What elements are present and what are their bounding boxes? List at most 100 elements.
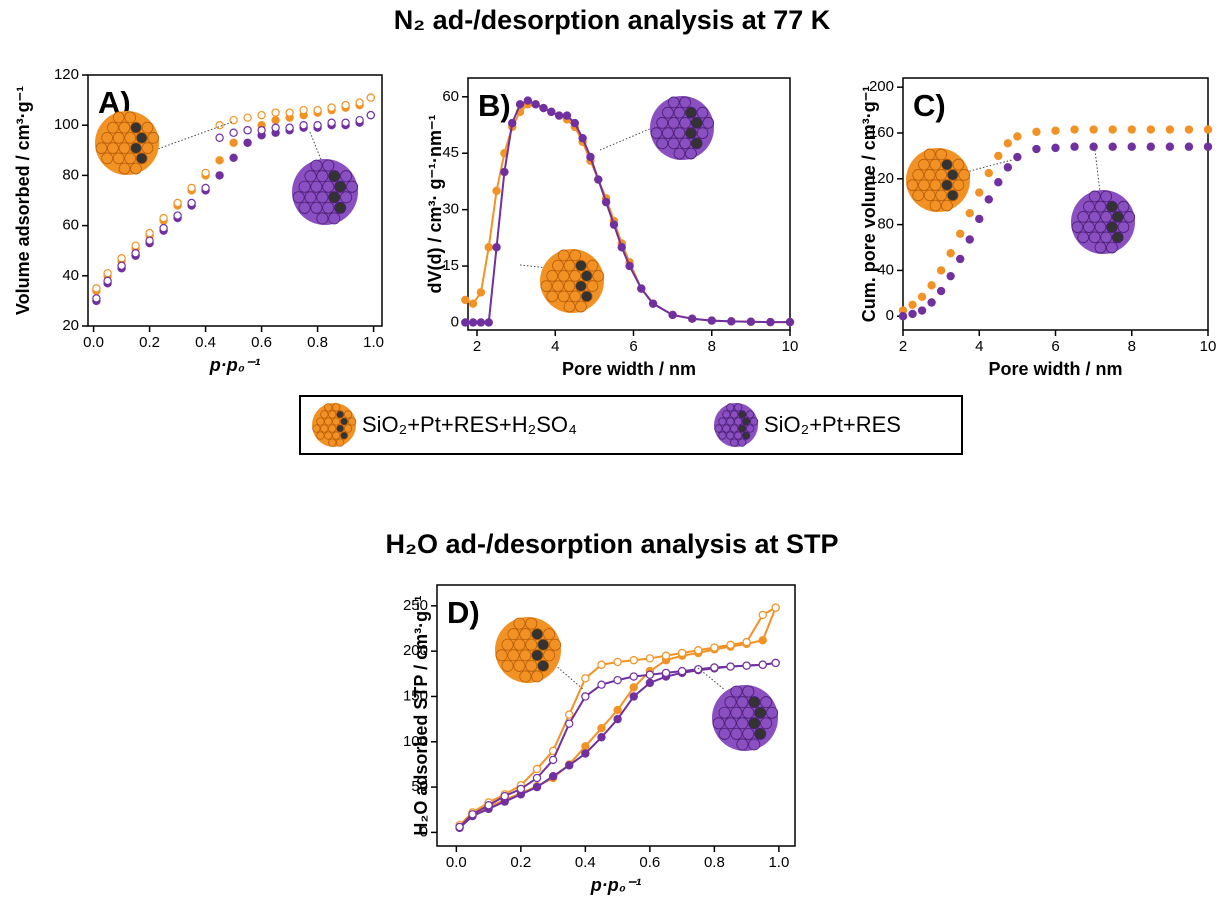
x-tick-label: 10 — [1200, 338, 1217, 355]
x-tick-label: 0.4 — [575, 854, 596, 871]
data-point — [299, 120, 308, 130]
particle-grain — [495, 649, 508, 662]
particle-grain — [718, 727, 731, 740]
data-point — [215, 156, 224, 165]
particle-grain — [322, 159, 335, 172]
particle-grain — [334, 180, 347, 193]
data-point — [500, 791, 509, 801]
data-point — [581, 674, 590, 683]
particle-grain — [569, 270, 582, 282]
particle-grain — [340, 191, 353, 204]
y-tick-label: 200 — [403, 642, 428, 659]
y-axis-label: Cum. pore volume / cm³·g⁻¹ — [859, 86, 879, 323]
particle-grain — [519, 649, 532, 662]
y-tick-label: 120 — [54, 66, 79, 83]
data-point — [742, 661, 751, 670]
particle-grain — [912, 169, 924, 181]
x-axis-label: Pore width / nm — [988, 359, 1122, 379]
particle-grain — [298, 201, 311, 214]
particle-grain — [334, 201, 347, 214]
nanoparticle-icon — [712, 685, 779, 751]
data-point — [594, 175, 603, 184]
data-point — [927, 281, 936, 290]
data-point — [468, 299, 478, 308]
particle-grain — [316, 431, 325, 440]
particle-grain — [1094, 221, 1107, 233]
y-tick-label: 30 — [442, 201, 459, 218]
particle-grain — [118, 162, 131, 175]
data-point — [243, 113, 252, 122]
particle-grain — [339, 431, 349, 440]
y-axis-label: Volume adsorbed / cm³·g⁻¹ — [13, 86, 33, 315]
particle-grain — [580, 290, 593, 303]
particle-grain — [118, 142, 131, 154]
particle-grain — [736, 717, 749, 730]
data-point — [532, 773, 542, 783]
data-point — [531, 100, 540, 109]
particle-grain — [906, 179, 919, 191]
data-point — [565, 719, 574, 728]
y-tick-label: 0 — [420, 823, 428, 840]
particle-grain — [760, 717, 773, 730]
particle-grain — [1106, 200, 1118, 213]
particle-grain — [656, 137, 668, 150]
particle-grain — [95, 142, 108, 154]
particle-grain — [130, 121, 142, 134]
data-point — [484, 801, 493, 810]
particle-grain — [328, 191, 341, 204]
data-point — [327, 103, 336, 112]
particle-grain — [1077, 211, 1090, 223]
particle-grain — [745, 410, 755, 419]
x-axis-label: p·p₀⁻¹ — [590, 875, 642, 895]
particle-grain — [124, 111, 137, 124]
particle-grain — [918, 179, 930, 191]
particle-grain — [738, 410, 747, 419]
data-point — [548, 755, 558, 765]
data-point — [229, 153, 238, 163]
x-tick-label: 2 — [899, 338, 907, 355]
data-point — [565, 710, 574, 719]
data-point — [1146, 142, 1156, 151]
particle-grain — [332, 431, 341, 440]
series-line — [465, 99, 790, 324]
data-point — [523, 96, 533, 105]
data-point — [965, 235, 974, 244]
particle-grain — [575, 300, 587, 313]
y-tick-label: 20 — [62, 317, 79, 334]
particle-grain — [112, 152, 125, 165]
particle-grain — [546, 290, 558, 303]
leader-line — [599, 127, 653, 151]
y-tick-label: 0 — [451, 313, 459, 330]
particle-grain — [766, 706, 779, 719]
data-point — [927, 298, 936, 307]
x-tick-label: 0.2 — [510, 854, 531, 871]
data-point — [917, 306, 927, 315]
particle-grain — [1117, 221, 1130, 233]
data-point — [341, 100, 350, 110]
particle-grain — [1071, 221, 1084, 233]
particle-grain — [741, 417, 751, 426]
data-point — [955, 254, 965, 264]
x-tick-label: 0.2 — [139, 334, 160, 351]
particle-grain — [662, 106, 674, 119]
particle-grain — [673, 147, 686, 160]
data-point — [257, 110, 266, 120]
data-point — [554, 111, 564, 120]
particle-grain — [1088, 211, 1101, 223]
heading: H₂O ad-/desorption analysis at STP — [385, 529, 838, 559]
particle-grain — [569, 290, 582, 303]
leader-line — [697, 667, 726, 691]
data-point — [975, 214, 984, 224]
particle-grain — [292, 191, 305, 204]
data-point — [215, 133, 224, 142]
particle-grain — [322, 201, 335, 214]
data-point — [645, 670, 655, 679]
data-point — [946, 249, 955, 258]
data-point — [687, 314, 697, 323]
particle-grain — [563, 259, 576, 272]
x-tick-label: 4 — [975, 338, 983, 355]
leader-line — [309, 131, 323, 163]
particle-grain — [343, 410, 353, 419]
data-point — [746, 317, 756, 326]
